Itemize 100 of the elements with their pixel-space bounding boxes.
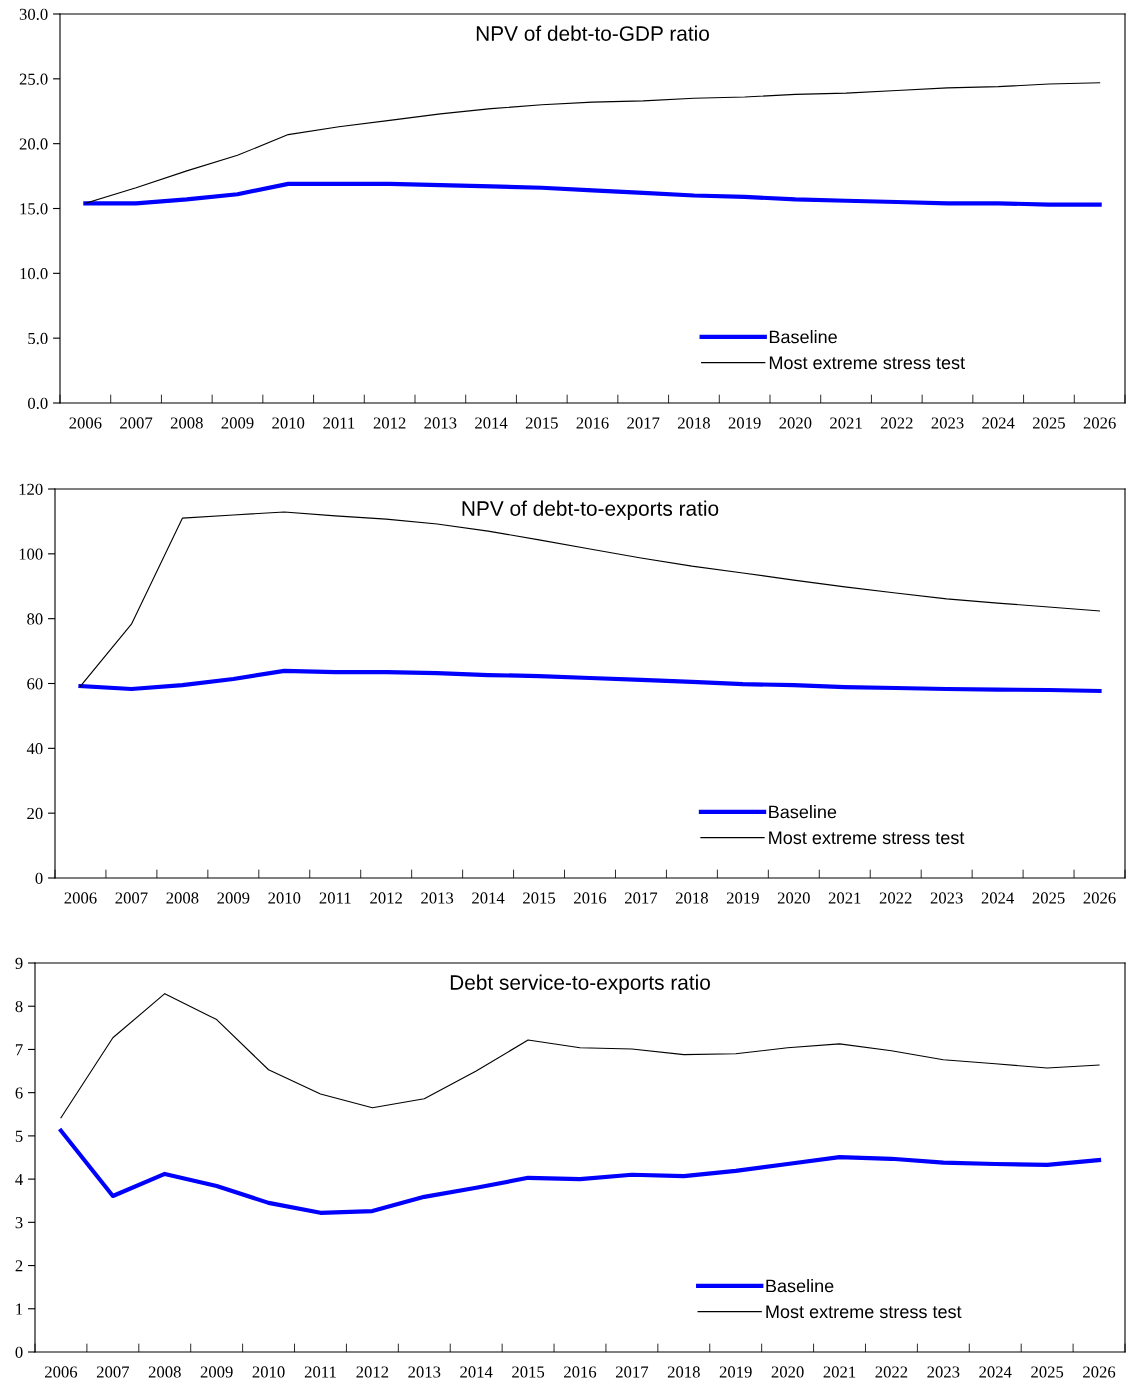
y-tick-label: 3 — [15, 1217, 23, 1229]
legend-label: Most extreme stress test — [769, 831, 965, 845]
x-tick-label: 2016 — [576, 417, 609, 429]
y-tick-label: 25.0 — [19, 73, 48, 85]
x-tick-label: 2018 — [675, 892, 708, 904]
y-tick-label: 5.0 — [28, 332, 48, 345]
x-tick-label: 2022 — [879, 892, 912, 904]
x-tick-label: 2012 — [373, 417, 406, 429]
y-tick-label: 20.0 — [19, 138, 48, 150]
x-tick-label: 2006 — [45, 1366, 78, 1378]
x-tick-label: 2017 — [627, 417, 660, 429]
y-tick-label: 7 — [15, 1044, 23, 1056]
x-tick-label: 2019 — [726, 892, 759, 904]
x-tick-label: 2015 — [525, 417, 558, 429]
x-tick-label: 2024 — [979, 1366, 1012, 1378]
x-tick-label: 2009 — [217, 892, 250, 904]
y-tick-label: 0 — [15, 1346, 23, 1358]
x-tick-label: 2025 — [1032, 892, 1065, 904]
x-tick-label: 2011 — [304, 1366, 336, 1378]
y-tick-label: 0 — [35, 872, 43, 884]
x-tick-label: 2017 — [615, 1366, 649, 1378]
y-tick-label: 80 — [27, 613, 43, 625]
x-tick-label: 2010 — [272, 417, 305, 429]
x-tick-label: 2016 — [564, 1366, 597, 1378]
x-tick-label: 2024 — [982, 417, 1015, 429]
x-tick-label: 2024 — [981, 892, 1015, 904]
x-tick-label: 2014 — [460, 1366, 493, 1378]
x-tick-label: 2014 — [475, 417, 508, 429]
line-series — [60, 993, 1100, 1119]
x-tick-label: 2025 — [1032, 417, 1065, 429]
x-tick-label: 2019 — [719, 1366, 752, 1378]
y-tick-label: 5 — [15, 1130, 23, 1142]
x-tick-label: 2012 — [356, 1366, 389, 1378]
text: NPV of debt-to-exports ratio — [462, 500, 719, 520]
y-tick-label: 100 — [19, 548, 43, 560]
x-tick-label: 2026 — [1083, 892, 1116, 904]
x-tick-label: 2022 — [880, 417, 913, 429]
x-tick-label: 2018 — [667, 1366, 700, 1378]
x-tick-label: 2006 — [64, 892, 97, 904]
y-tick-label: 60 — [27, 678, 43, 690]
x-tick-label: 2023 — [927, 1366, 960, 1378]
line-series — [58, 1128, 1102, 1215]
y-tick-label: 1 — [16, 1303, 23, 1315]
x-tick-label: 2015 — [523, 892, 556, 904]
x-tick-label: 2011 — [323, 417, 355, 429]
x-tick-label: 2023 — [930, 892, 963, 904]
x-tick-label: 2019 — [728, 417, 761, 429]
x-tick-label: 2008 — [148, 1366, 181, 1378]
line-series — [78, 668, 1102, 694]
x-tick-label: 2013 — [421, 892, 454, 904]
x-tick-label: 2008 — [166, 892, 199, 904]
x-tick-label: 2018 — [677, 417, 710, 429]
y-tick-label: 30.0 — [19, 8, 48, 21]
x-tick-label: 2016 — [574, 892, 607, 904]
y-tick-label: 2 — [15, 1260, 23, 1272]
legend-label: Baseline — [766, 1279, 834, 1293]
x-tick-label: 2010 — [252, 1366, 285, 1378]
y-tick-label: 6 — [15, 1087, 23, 1099]
line-series — [84, 82, 1101, 204]
y-tick-label: 8 — [15, 1000, 23, 1013]
x-tick-label: 2007 — [115, 892, 148, 904]
y-tick-label: 0.0 — [28, 397, 48, 410]
line-series — [83, 181, 1102, 207]
y-tick-label: 4 — [15, 1173, 23, 1185]
x-tick-label: 2021 — [830, 417, 862, 429]
x-tick-label: 2014 — [472, 892, 505, 904]
x-tick-label: 2011 — [319, 892, 351, 904]
chart-title: NPV of debt-to-GDP ratio — [476, 25, 709, 41]
y-tick-label: 120 — [19, 483, 43, 495]
x-tick-label: 2021 — [823, 1366, 856, 1378]
y-tick-label: 10.0 — [20, 268, 48, 280]
x-tick-label: 2020 — [771, 1366, 804, 1378]
x-tick-label: 2020 — [779, 417, 812, 429]
x-tick-label: 2017 — [625, 892, 658, 904]
y-tick-label: 20 — [27, 807, 43, 820]
x-tick-label: 2007 — [120, 417, 153, 429]
legend-label: Baseline — [769, 805, 837, 819]
y-tick-label: 40 — [26, 743, 43, 755]
x-tick-label: 2010 — [268, 892, 301, 904]
y-tick-label: 9 — [15, 957, 23, 969]
x-tick-label: 2009 — [200, 1366, 233, 1378]
y-tick-label: 15.0 — [20, 203, 48, 215]
x-tick-label: 2021 — [828, 892, 861, 904]
legend-label: Most extreme stress test — [769, 356, 965, 370]
x-tick-label: 2008 — [170, 417, 203, 429]
legend-label: Most extreme stress test — [766, 1305, 962, 1319]
text: Debt service-to-exports ratio — [450, 974, 710, 994]
x-tick-label: 2006 — [69, 417, 102, 429]
x-tick-label: 2007 — [96, 1366, 130, 1378]
legend-label: Baseline — [769, 330, 837, 344]
x-tick-label: 2022 — [875, 1366, 908, 1378]
x-tick-label: 2009 — [221, 417, 254, 429]
x-tick-label: 2025 — [1031, 1366, 1064, 1378]
x-tick-label: 2023 — [931, 417, 964, 429]
x-tick-label: 2026 — [1083, 1366, 1116, 1378]
x-tick-label: 2013 — [424, 417, 457, 429]
x-tick-label: 2026 — [1083, 417, 1116, 429]
x-tick-label: 2020 — [777, 892, 810, 904]
x-tick-label: 2012 — [370, 892, 402, 904]
x-tick-label: 2013 — [408, 1366, 441, 1378]
